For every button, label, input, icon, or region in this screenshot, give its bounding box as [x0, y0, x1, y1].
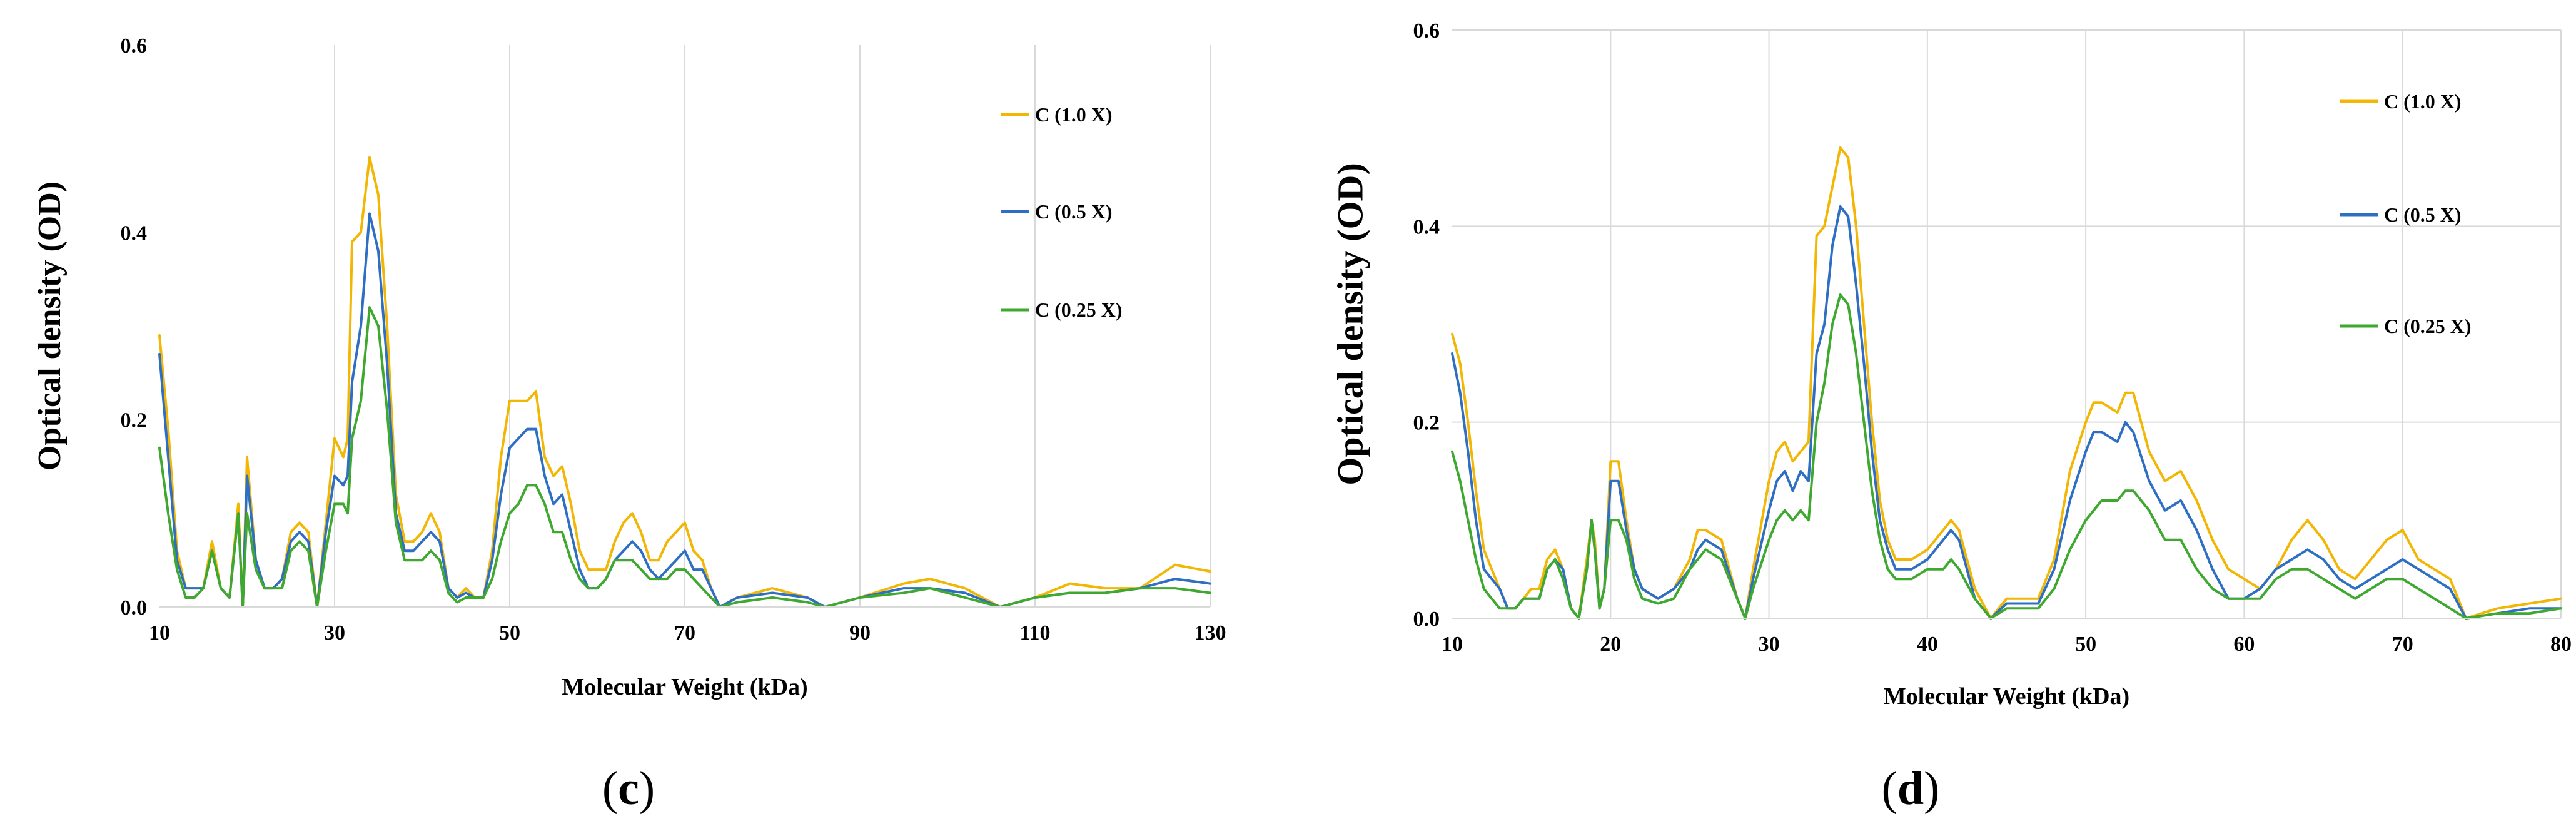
chart-c-y-axis-title: Optical density (OD) [32, 181, 68, 471]
chart-c-legend-label: C (0.25 X) [1035, 298, 1123, 321]
panel-label-c-letter: c [618, 762, 639, 815]
chart-d-y-tick-label: 0.4 [1413, 215, 1440, 238]
chart-d-y-axis-title: Optical density (OD) [1330, 163, 1370, 486]
chart-c-x-tick-label: 130 [1195, 621, 1226, 645]
chart-c-x-tick-label: 10 [149, 621, 170, 645]
chart-d-x-tick-label: 10 [1442, 633, 1463, 656]
chart-d-x-tick-label: 60 [2233, 633, 2255, 656]
chart-c-legend-label: C (0.5 X) [1035, 200, 1113, 223]
chart-d-x-ticks: 10 20 30 40 50 60 70 80 [1442, 633, 2572, 656]
chart-c-x-ticks: 10 30 50 70 90 110 130 [149, 621, 1226, 645]
chart-c-y-ticks: 0.0 0.2 0.4 0.6 [121, 34, 148, 620]
chart-c-y-tick-label: 0.2 [121, 409, 148, 432]
chart-c-x-tick-label: 70 [674, 621, 695, 645]
chart-c-y-tick-label: 0.4 [121, 222, 148, 245]
chart-c-legend: C (1.0 X) C (0.5 X) C (0.25 X) [1001, 103, 1123, 321]
chart-c-x-tick-label: 110 [1019, 621, 1050, 645]
chart-d-legend: C (1.0 X) C (0.5 X) C (0.25 X) [2340, 90, 2472, 337]
chart-d-series [1451, 146, 2562, 620]
chart-d-x-tick-label: 40 [1917, 633, 1938, 656]
chart-c-series [158, 156, 1211, 608]
chart-c-x-tick-label: 50 [499, 621, 520, 645]
chart-c-series-line-3 [158, 306, 1211, 608]
chart-d-series-line-3 [1451, 293, 2562, 620]
chart-c-grid [334, 45, 1211, 607]
chart-d-legend-label: C (0.25 X) [2384, 315, 2472, 337]
chart-d-x-tick-label: 30 [1759, 633, 1780, 656]
panel-label-d: (d) [1882, 762, 1940, 815]
chart-d-y-tick-label: 0.6 [1413, 19, 1440, 43]
chart-d-x-tick-label: 70 [2392, 633, 2413, 656]
chart-d-y-tick-label: 0.2 [1413, 412, 1440, 435]
chart-c-x-axis-title: Molecular Weight (kDa) [562, 674, 807, 700]
chart-d-legend-label: C (1.0 X) [2384, 90, 2462, 113]
chart-d-y-tick-label: 0.0 [1413, 608, 1440, 631]
chart-panel-c: 10 30 50 70 90 110 130 0.00.20.40.6 C (1.0 X)C… [32, 34, 1226, 815]
chart-panel-d: 10 20 30 40 50 60 70 80 0.00.20.40.6 C (1.0 X)C… [1330, 19, 2572, 815]
chart-d-x-axis-title: Molecular Weight (kDa) [1884, 683, 2129, 710]
chart-d-y-ticks: 0.0 0.2 0.4 0.6 [1413, 19, 1440, 631]
chart-c-y-tick-label: 0.6 [121, 34, 148, 58]
panel-label-c: (c) [602, 762, 655, 815]
chart-d-x-tick-label: 50 [2075, 633, 2096, 656]
chart-c-x-tick-label: 30 [324, 621, 345, 645]
chart-d-x-tick-label: 80 [2550, 633, 2572, 656]
chart-d-grid [1452, 29, 2562, 618]
chart-d-x-tick-label: 20 [1600, 633, 1621, 656]
chart-c-x-tick-label: 90 [849, 621, 871, 645]
chart-c-legend-label: C (1.0 X) [1035, 103, 1113, 126]
chart-d-legend-label: C (0.5 X) [2384, 203, 2462, 226]
chart-c-y-tick-label: 0.0 [121, 596, 148, 620]
panel-label-d-letter: d [1897, 762, 1924, 815]
